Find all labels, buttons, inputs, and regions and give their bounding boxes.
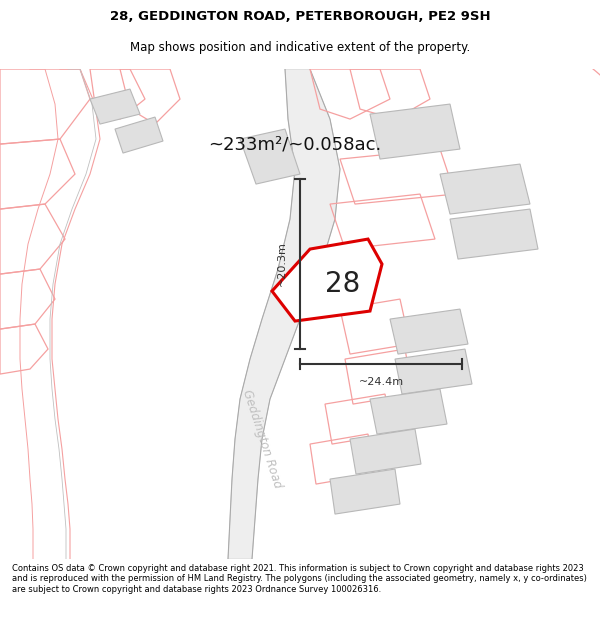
Polygon shape [370, 104, 460, 159]
Text: ~20.3m: ~20.3m [277, 242, 287, 286]
Polygon shape [440, 164, 530, 214]
Polygon shape [350, 429, 421, 474]
Polygon shape [370, 389, 447, 434]
Polygon shape [390, 309, 468, 354]
Polygon shape [330, 469, 400, 514]
Polygon shape [395, 349, 472, 394]
Text: Contains OS data © Crown copyright and database right 2021. This information is : Contains OS data © Crown copyright and d… [12, 564, 587, 594]
Polygon shape [240, 129, 300, 184]
Polygon shape [228, 69, 340, 559]
Text: Geddington Road: Geddington Road [240, 388, 284, 490]
Polygon shape [450, 209, 538, 259]
Text: 28, GEDDINGTON ROAD, PETERBOROUGH, PE2 9SH: 28, GEDDINGTON ROAD, PETERBOROUGH, PE2 9… [110, 10, 490, 23]
Text: ~233m²/~0.058ac.: ~233m²/~0.058ac. [208, 135, 382, 153]
Polygon shape [272, 239, 382, 321]
Text: ~24.4m: ~24.4m [358, 377, 404, 387]
Polygon shape [90, 89, 140, 124]
Polygon shape [115, 117, 163, 153]
Text: 28: 28 [325, 270, 361, 298]
Text: Map shows position and indicative extent of the property.: Map shows position and indicative extent… [130, 41, 470, 54]
